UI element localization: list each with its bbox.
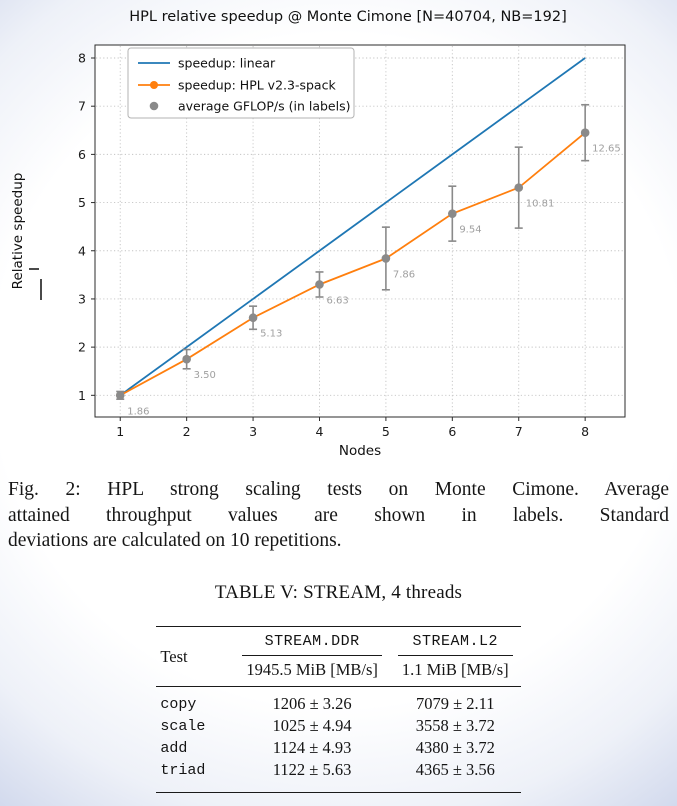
svg-text:7.86: 7.86: [393, 269, 415, 280]
table-row-add: add 1124 ± 4.93 4380 ± 3.72: [156, 737, 520, 759]
l2-value: 3558 ± 3.72: [415, 716, 495, 735]
test-name: add: [160, 739, 188, 757]
test-name: triad: [160, 761, 206, 779]
svg-text:8: 8: [581, 424, 589, 439]
legend-label-linear: speedup: linear: [178, 56, 276, 71]
col-header-stream-ddr-label: STREAM.DDR: [242, 633, 382, 656]
legend-label-gflops: average GFLOP/s (in labels): [178, 99, 350, 114]
svg-text:5: 5: [382, 424, 390, 439]
svg-text:5: 5: [78, 195, 86, 210]
table-row-triad: triad 1122 ± 5.63 4365 ± 3.56: [156, 759, 520, 793]
svg-text:4: 4: [78, 243, 86, 258]
caption-line: Fig. 2: HPL strong scaling tests on Mont…: [8, 479, 669, 500]
svg-text:7: 7: [78, 99, 86, 114]
svg-text:6: 6: [448, 424, 456, 439]
svg-text:1: 1: [78, 388, 86, 403]
series-gflops-errorbars: [115, 103, 590, 400]
series-linear: [119, 57, 586, 397]
svg-text:9.54: 9.54: [459, 225, 481, 236]
svg-text:3.50: 3.50: [194, 370, 216, 381]
svg-text:2: 2: [78, 340, 86, 355]
x-axis: 1 2 3 4 5 6 7 8 Nodes: [116, 417, 589, 459]
col-header-stream-ddr: STREAM.DDR: [234, 627, 390, 656]
svg-text:1: 1: [116, 424, 124, 439]
chart-title: HPL relative speedup @ Monte Cimone [N=4…: [129, 9, 567, 25]
svg-text:6.63: 6.63: [326, 295, 348, 306]
table-row-copy: copy 1206 ± 3.26 7079 ± 2.11: [156, 687, 520, 716]
svg-text:7: 7: [515, 424, 523, 439]
hpl-speedup-chart: HPL relative speedup @ Monte Cimone [N=4…: [10, 9, 626, 459]
svg-text:3: 3: [78, 291, 86, 306]
x-axis-label: Nodes: [339, 443, 381, 459]
l2-value: 7079 ± 2.11: [415, 694, 495, 713]
legend-label-hpl: speedup: HPL v2.3-spack: [178, 78, 336, 93]
col-header-stream-l2-label: STREAM.L2: [397, 633, 513, 656]
l2-value: 4380 ± 3.72: [415, 738, 495, 757]
l2-value: 4365 ± 3.56: [415, 760, 495, 779]
figure-caption: Fig. 2: HPL strong scaling tests on Mont…: [8, 477, 669, 554]
ddr-value: 1122 ± 5.63: [272, 760, 352, 779]
test-name: copy: [160, 695, 197, 713]
legend: speedup: linear speedup: HPL v2.3-spack av…: [127, 47, 355, 119]
series-hpl-line: [119, 132, 586, 397]
col-subheader-ddr: 1945.5 MiB [MB/s]: [234, 656, 390, 687]
table-row-scale: scale 1025 ± 4.94 3558 ± 3.72: [156, 715, 520, 737]
table-title: TABLE V: STREAM, 4 threads: [214, 582, 463, 603]
y-axis-label: Relative speedup: [10, 173, 26, 290]
scan-artifact-bar: [40, 279, 42, 300]
col-header-test: Test: [156, 626, 235, 687]
svg-text:1.86: 1.86: [127, 406, 149, 417]
point-labels: 1.86 3.50 5.13 6.63 7.86 9.54 10.81 12.65: [127, 144, 621, 418]
ddr-value: 1025 ± 4.94: [272, 716, 352, 735]
svg-text:5.13: 5.13: [260, 329, 282, 340]
ddr-value: 1124 ± 4.93: [272, 738, 352, 757]
ddr-value: 1206 ± 3.26: [272, 694, 352, 713]
stream-table: Test STREAM.DDR STREAM.L2 1945.5 MiB [MB…: [156, 626, 521, 793]
test-name: scale: [160, 717, 206, 735]
svg-text:3: 3: [249, 424, 257, 439]
svg-text:12.65: 12.65: [592, 144, 621, 155]
caption-line: deviations are calculated on 10 repetiti…: [8, 530, 342, 551]
stream-table-block: Test STREAM.DDR STREAM.L2 1945.5 MiB [MB…: [0, 626, 677, 793]
svg-text:4: 4: [316, 424, 324, 439]
col-subheader-l2: 1.1 MiB [MB/s]: [389, 656, 521, 687]
svg-text:6: 6: [78, 147, 86, 162]
svg-text:10.81: 10.81: [526, 199, 555, 210]
y-axis: 1 2 3 4 5 6 7 8 Relative speedup: [10, 51, 95, 403]
svg-text:2: 2: [183, 424, 191, 439]
svg-text:8: 8: [78, 51, 86, 66]
caption-line: attained throughput values are shown in …: [8, 504, 669, 526]
scan-artifact-dash: [29, 268, 39, 270]
col-header-stream-l2: STREAM.L2: [390, 627, 521, 656]
